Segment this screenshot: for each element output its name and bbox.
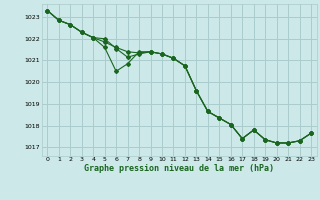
X-axis label: Graphe pression niveau de la mer (hPa): Graphe pression niveau de la mer (hPa)	[84, 164, 274, 173]
